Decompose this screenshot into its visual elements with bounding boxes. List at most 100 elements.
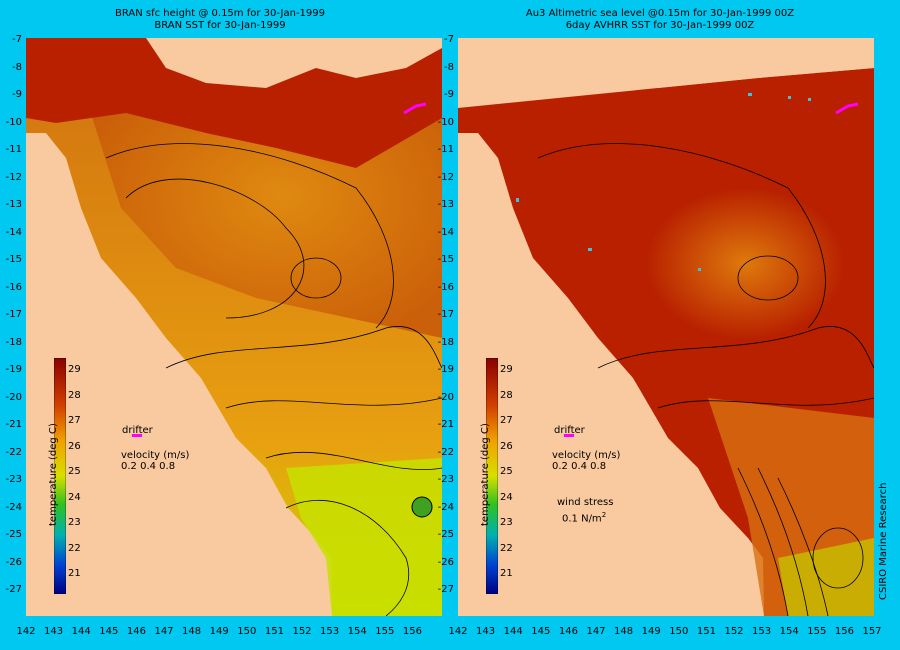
colorbar-tick-label: 27	[500, 415, 513, 426]
y-tick-label: -21	[5, 419, 22, 430]
y-tick-label: -16	[437, 281, 454, 293]
colorbar-tick-label: 22	[500, 542, 513, 554]
colorbar-left	[54, 358, 66, 594]
y-tick-label: -12	[437, 171, 454, 183]
colorbar-tick-label: 26	[500, 440, 513, 452]
x-tick-label: 151	[264, 626, 284, 637]
velocity-key-right: velocity (m/s)	[552, 450, 621, 461]
x-tick-label: 153	[752, 626, 772, 637]
y-tick-label: -10	[5, 116, 22, 128]
y-tick-label: -18	[5, 336, 22, 348]
colorbar-right	[486, 358, 498, 594]
x-tick-label: 149	[209, 626, 229, 637]
wind-stress-exponent: 2	[601, 511, 607, 519]
x-tick-label: 142	[16, 626, 36, 637]
velocity-scale-left: 0.2 0.4 0.8	[121, 461, 176, 472]
y-tick-label: -15	[5, 254, 22, 265]
colorbar-tick-label: 27	[68, 415, 81, 426]
x-tick-label: 156	[834, 626, 854, 637]
y-tick-label: -19	[437, 364, 454, 375]
right-panel-title: Au3 Altimetric sea level @0.15m for 30-J…	[440, 8, 880, 32]
x-tick-label: 150	[669, 626, 689, 637]
right-title-line-1: Au3 Altimetric sea level @0.15m for 30-J…	[525, 8, 795, 19]
x-tick-label: 142	[448, 626, 468, 637]
x-tick-label: 148	[614, 626, 634, 637]
y-tick-label: -12	[5, 171, 22, 183]
y-tick-label: -14	[5, 226, 22, 238]
x-tick-label: 144	[503, 626, 523, 637]
y-tick-label: -13	[437, 199, 454, 210]
x-tick-label: 155	[375, 626, 395, 637]
cold-eddy	[411, 496, 433, 518]
x-tick-label: 151	[696, 626, 716, 637]
colorbar-tick-label: 25	[500, 466, 513, 477]
y-tick-label: -18	[437, 336, 454, 348]
y-tick-label: -27	[5, 584, 22, 595]
x-tick-label: 149	[641, 626, 661, 637]
y-tick-label: -19	[5, 364, 22, 375]
y-tick-label: -27	[437, 584, 454, 595]
right-map-svg	[458, 38, 874, 616]
x-tick-label: 144	[71, 626, 91, 637]
colorbar-tick-label: 24	[68, 491, 81, 503]
coral-sea-cooler-patch	[608, 178, 858, 368]
x-tick-label: 155	[807, 626, 827, 637]
y-tick-label: -8	[12, 61, 22, 73]
wind-stress-value-text: 0.1 N/m	[562, 513, 602, 525]
x-tick-label: 157	[862, 626, 882, 637]
colorbar-tick-label: 21	[500, 568, 513, 579]
drifter-swatch-left	[132, 434, 142, 437]
y-tick-label: -24	[5, 501, 22, 513]
x-tick-label: 145	[531, 626, 551, 637]
y-tick-label: -20	[5, 391, 22, 403]
y-tick-label: -22	[437, 446, 454, 458]
credit-text: CSIRO Marine Research	[878, 482, 889, 600]
colorbar-tick-label: 26	[68, 440, 81, 452]
colorbar-tick-label: 23	[500, 517, 513, 528]
wind-stress-value: 0.1 N/m2	[562, 510, 606, 524]
colorbar-tick-label: 28	[500, 389, 513, 401]
colorbar-right-title: temperature (deg C)	[480, 423, 491, 526]
y-tick-label: -9	[12, 89, 22, 100]
colorbar-tick-label: 29	[68, 364, 81, 375]
y-tick-label: -14	[437, 226, 454, 238]
left-title-line-1: BRAN sfc height @ 0.15m for 30-Jan-1999	[114, 8, 326, 19]
velocity-scale-right: 0.2 0.4 0.8	[552, 461, 607, 472]
colorbar-tick-label: 29	[500, 364, 513, 375]
y-tick-label: -15	[437, 254, 454, 265]
y-tick-label: -16	[5, 281, 22, 293]
y-tick-label: -11	[437, 144, 454, 155]
altimetry-contours	[537, 143, 874, 616]
y-tick-label: -26	[5, 556, 22, 568]
y-tick-label: -11	[5, 144, 22, 155]
y-tick-label: -13	[5, 199, 22, 210]
colorbar-tick-label: 24	[500, 491, 513, 503]
southern-cool-water	[778, 538, 874, 616]
x-tick-label: 146	[126, 626, 146, 637]
x-tick-label: 154	[779, 626, 799, 637]
colorbar-tick-label: 23	[68, 517, 81, 528]
drifter-key-right: drifter	[554, 425, 585, 436]
y-tick-label: -22	[5, 446, 22, 458]
x-tick-label: 148	[182, 626, 202, 637]
x-tick-label: 150	[237, 626, 257, 637]
x-tick-label: 156	[402, 626, 422, 637]
drifter-swatch-right	[564, 434, 574, 437]
y-tick-label: -17	[437, 309, 454, 320]
left-map-panel	[26, 38, 442, 616]
height-contours	[105, 143, 442, 616]
y-tick-label: -25	[5, 529, 22, 540]
y-tick-label: -23	[437, 474, 454, 485]
x-tick-label: 143	[476, 626, 496, 637]
x-tick-label: 152	[724, 626, 744, 637]
drifter-track	[403, 102, 427, 115]
left-title-line-2: BRAN SST for 30-Jan-1999	[154, 20, 286, 31]
colorbar-tick-label: 21	[68, 568, 81, 579]
velocity-key-left: velocity (m/s)	[121, 450, 190, 461]
y-tick-label: -24	[437, 501, 454, 513]
x-tick-label: 153	[320, 626, 340, 637]
y-tick-label: -21	[437, 419, 454, 430]
colorbar-left-title: temperature (deg C)	[48, 423, 59, 526]
y-tick-label: -10	[437, 116, 454, 128]
y-tick-label: -9	[444, 89, 454, 100]
